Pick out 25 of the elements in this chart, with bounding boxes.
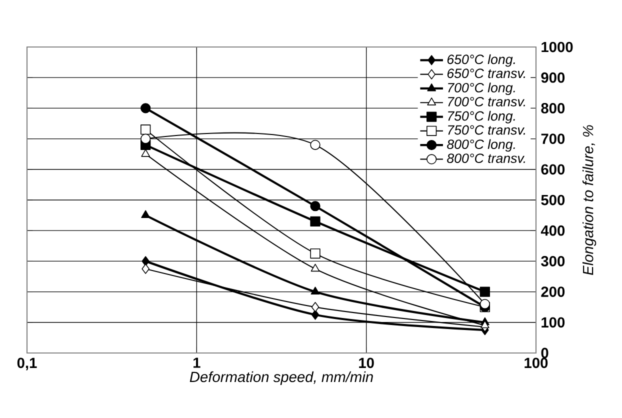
x-tick-label: 10 — [359, 358, 374, 368]
legend-label: 750°C transv. — [448, 125, 525, 135]
y-tick-label: 400 — [540, 225, 565, 236]
legend-label: 800°C long. — [447, 139, 515, 152]
y-tick-label: 100 — [542, 317, 565, 328]
y-tick-label: 900 — [541, 72, 565, 83]
x-tick-label: 0,1 — [17, 358, 37, 370]
legend-label: 700°C transv. — [448, 96, 525, 106]
legend-label: 650°C transv. — [447, 68, 525, 78]
x-axis-title: Deformation speed, mm/min — [190, 371, 373, 386]
x-tick-label: 1 — [194, 358, 200, 368]
y-tick-label: 800 — [541, 103, 565, 114]
y-tick-label: 200 — [541, 286, 565, 297]
y-tick-label: 600 — [541, 164, 565, 175]
legend-label: 750°C long. — [448, 110, 515, 124]
legend-label: 700°C long. — [448, 82, 515, 96]
y-axis-title: Elongation to failure, % — [582, 125, 596, 275]
y-tick-label: 0 — [541, 348, 548, 358]
legend-label: 800°C transv. — [447, 154, 525, 163]
legend-label: 650°C long. — [447, 54, 515, 67]
y-tick-label: 1000 — [542, 42, 573, 52]
y-tick-label: 300 — [541, 256, 565, 266]
y-tick-label: 500 — [541, 194, 565, 206]
x-tick-label: 100 — [524, 358, 548, 368]
y-tick-label: 700 — [541, 134, 565, 144]
